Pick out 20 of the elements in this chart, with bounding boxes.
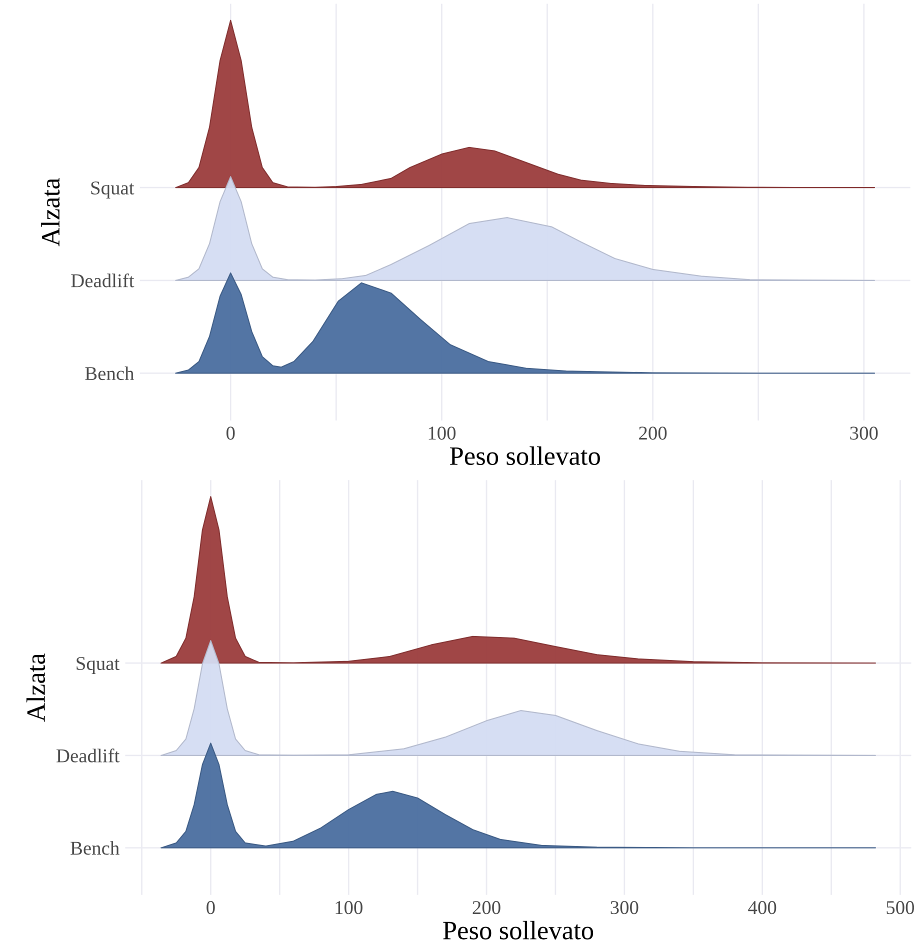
category-label: Squat	[76, 656, 120, 674]
x-tick-label: 300	[610, 901, 638, 914]
x-tick-label: 100	[428, 426, 456, 440]
category-label: Bench	[70, 841, 120, 855]
y-axis-title: Alzata	[41, 178, 60, 246]
x-tick-label: 100	[336, 901, 362, 914]
x-tick-label: 200	[639, 426, 667, 440]
x-tick-label: 200	[472, 901, 500, 914]
x-axis-title: Peso sollevato	[450, 446, 600, 466]
x-tick-label: 500	[886, 901, 914, 914]
x-axis-title: Peso sollevato	[443, 920, 594, 940]
x-tick-label: 0	[206, 901, 215, 914]
category-label: Bench	[85, 366, 134, 380]
x-tick-label: 0	[226, 426, 235, 440]
category-label: Deadlift	[56, 748, 120, 762]
category-label: Deadlift	[71, 273, 134, 288]
y-axis-title: Alzata	[26, 653, 46, 722]
category-label: Squat	[91, 181, 134, 198]
x-tick-label: 300	[850, 426, 878, 440]
x-tick-label: 400	[748, 901, 776, 914]
